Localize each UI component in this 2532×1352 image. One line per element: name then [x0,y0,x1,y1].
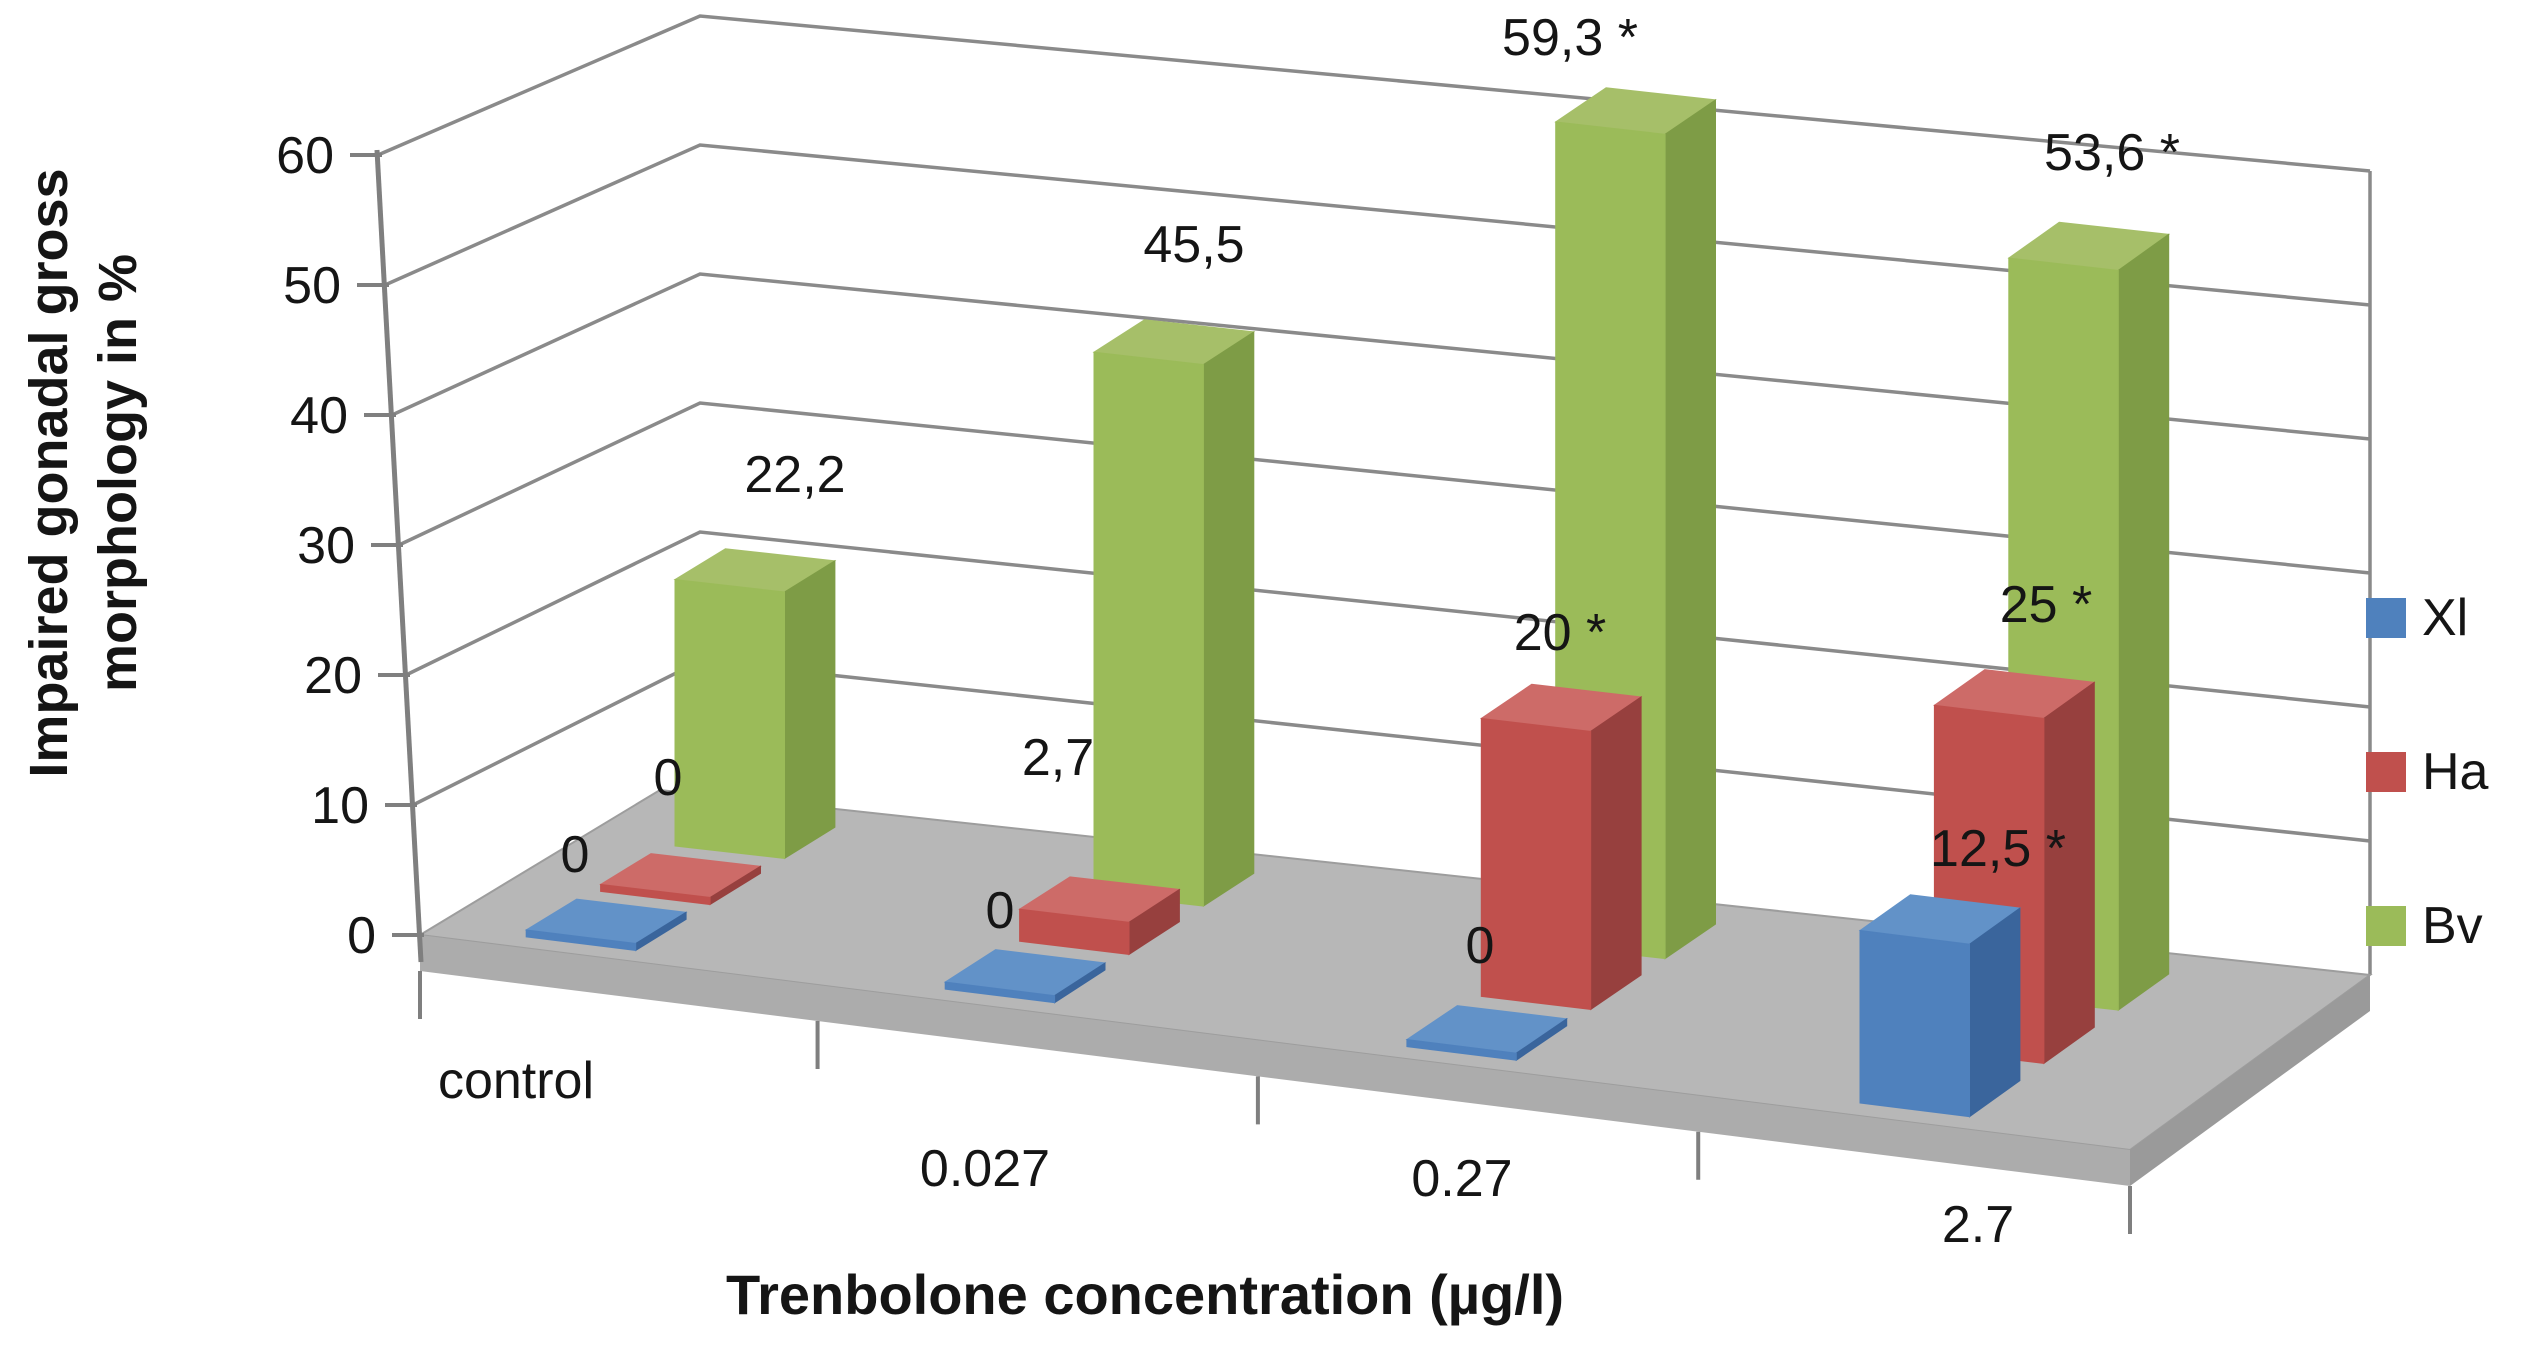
bar-Ha-control [599,853,762,906]
legend-item-xl: Xl [2366,588,2488,648]
gridlines [377,14,2372,975]
gridline-60 [377,14,2371,173]
y-tick-label-10: 10 [311,777,369,835]
data-label-Bv-control: 22,2 [744,446,845,504]
floor-front-face [420,935,2130,1186]
bar-Xl-0.027 [943,949,1107,1004]
gridline-50 [384,143,2371,307]
y-tick-label-60: 60 [276,127,334,185]
legend-swatch-xl-icon [2366,598,2406,638]
data-label-Ha-0.27: 20 * [1514,604,1607,662]
bar-Bv-0.027 [1092,319,1256,908]
x-category-label-2: 0.27 [1411,1150,1512,1208]
legend-swatch-ha-icon [2366,752,2406,792]
data-label-Ha-control: 0 [654,749,683,807]
bar-Xl-control [524,898,688,952]
y-tick-label-0: 0 [347,907,376,965]
y-tick-label-30: 30 [297,517,355,575]
data-label-Bv-0.27: 59,3 * [1502,9,1638,67]
legend-item-bv: Bv [2366,896,2488,956]
bar-Ha-0.27 [1479,683,1643,1011]
data-label-Ha-0.027: 2,7 [1022,729,1094,787]
legend-label-ha: Ha [2422,743,2489,801]
data-label-Bv-0.027: 45,5 [1143,216,1244,274]
y-axis-title: Impaired gonadal gross morphology in % [19,168,149,778]
x-axis-title: Trenbolone concentration (µg/l) [725,1263,1565,1326]
legend: Xl Ha Bv [2366,588,2488,956]
legend-label-xl: Xl [2422,589,2469,647]
bars [524,87,2171,1118]
legend-item-ha: Ha [2366,742,2488,802]
x-category-label-0: control [438,1052,594,1110]
x-category-label-1: 0.027 [920,1140,1050,1198]
y-axis: 0 10 20 30 40 50 60 [276,127,424,965]
x-axis: control 0.027 0.27 2.7 [418,971,2132,1254]
data-labels: 0 0 0 12,5 * 0 2,7 20 * 25 * 22,2 45,5 59,3 * 53,6 … [561,9,2180,975]
y-tick-label-20: 20 [304,647,362,705]
gridline-20 [405,530,2371,709]
data-label-Xl-control: 0 [561,826,590,884]
y-tick-label-50: 50 [283,257,341,315]
bar-Ha-0.027 [1018,876,1181,956]
legend-swatch-bv-icon [2366,906,2406,946]
legend-label-bv: Bv [2422,897,2483,955]
data-label-Xl-0.027: 0 [986,882,1015,940]
gridline-30 [398,401,2371,575]
y-tick-label-40: 40 [290,387,348,445]
bar-Xl-2.7 [1858,894,2022,1118]
data-label-Xl-2.7: 12,5 * [1930,820,2066,878]
bar-Xl-0.27 [1405,1005,1569,1062]
data-label-Bv-2.7: 53,6 * [2044,124,2180,182]
gridline-40 [391,272,2371,441]
x-category-label-3: 2.7 [1942,1196,2014,1254]
floor-right-face [2130,975,2370,1186]
data-label-Xl-0.27: 0 [1466,917,1495,975]
bar-Bv-control [673,548,837,860]
data-label-Ha-2.7: 25 * [2000,576,2093,634]
